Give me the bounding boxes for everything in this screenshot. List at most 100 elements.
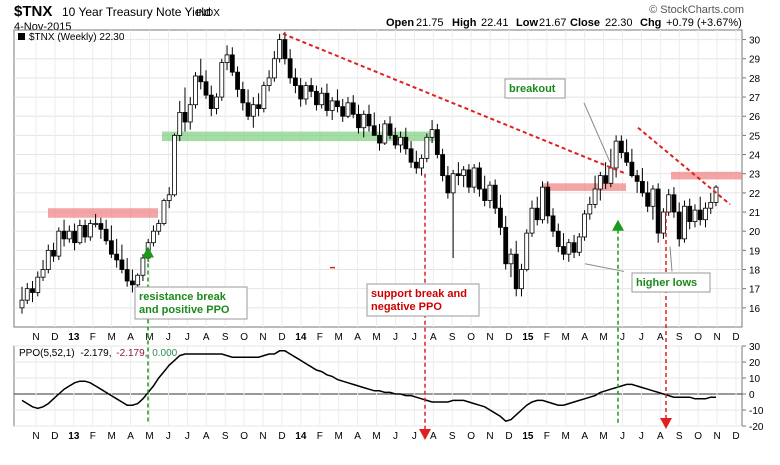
ppo-x-tick-label: D [278, 431, 285, 442]
ppo-tick-label: -10 [749, 406, 764, 417]
ohlc-body [587, 203, 593, 215]
ohlc-body [597, 175, 603, 190]
x-tick-label: D [732, 332, 739, 343]
ohlc-body [308, 85, 314, 92]
ppo-x-tick-label: A [127, 431, 134, 442]
ohlc-body [666, 194, 672, 213]
support-annotation-text: negative PPO [371, 301, 442, 313]
ppo-tick-label: 10 [749, 374, 761, 385]
price-tick-label: 24 [749, 151, 761, 162]
x-tick-label: J [166, 332, 171, 343]
instrument-name: 10 Year Treasury Note Yield [62, 5, 211, 19]
ohlc-body [703, 207, 708, 221]
ohlc-body [324, 92, 330, 111]
x-tick-label: M [335, 332, 343, 343]
ohlc-body [82, 225, 88, 238]
ppo-tick-label: 20 [749, 358, 761, 369]
ohlc-body [592, 188, 598, 205]
ppo-x-tick-label: F [544, 431, 550, 442]
ppo-x-tick-label: N [32, 431, 39, 442]
x-tick-label: J [393, 332, 398, 343]
price-bands [48, 131, 742, 218]
ohlc-body [198, 75, 204, 83]
x-tick-label: N [486, 332, 493, 343]
ohlc-body [687, 205, 693, 223]
higher-lows-pointer-1 [584, 263, 625, 272]
x-tick-label: A [657, 332, 664, 343]
symbol-label: $TNX [14, 3, 52, 20]
ohlc-body [166, 194, 172, 201]
ohlc-body [513, 253, 519, 290]
x-tick-label: N [713, 332, 720, 343]
ohlc-body [697, 209, 703, 221]
price-tick-label: 16 [749, 304, 761, 315]
ohlc-body [261, 85, 267, 109]
ohlc-body [229, 54, 235, 73]
ohlc-body [682, 205, 687, 240]
ohlc-body [450, 173, 456, 194]
ohlc-body [282, 39, 288, 60]
ohlc-body [219, 62, 225, 98]
ppo-x-tick-label: M [145, 431, 153, 442]
ohlc-body [498, 207, 503, 228]
ppo-x-tick-label: O [694, 431, 702, 442]
close-label: Close [570, 17, 600, 29]
low-value: 21.67 [539, 17, 567, 29]
ohlc-body [335, 100, 340, 108]
ppo-x-tick-label: M [599, 431, 607, 442]
price-tick-label: 22 [749, 189, 761, 200]
support-annotation-text: support break and [371, 288, 467, 300]
price-tick-label: 23 [749, 170, 761, 181]
ohlc-body [298, 85, 304, 100]
ppo-x-tick-label: F [317, 431, 323, 442]
ohlc-body [19, 299, 25, 309]
price-tick-label: 28 [749, 74, 761, 85]
x-tick-label: M [562, 332, 570, 343]
x-tick-label: S [676, 332, 683, 343]
price-tick-label: 20 [749, 227, 761, 238]
ohlc-body [382, 123, 388, 144]
ohlc-body [603, 175, 608, 184]
x-tick-label: M [372, 332, 380, 343]
ohlc-body [608, 167, 614, 184]
price-legend-text: $TNX (Weekly) 22.30 [29, 32, 125, 43]
x-tick-label: F [90, 332, 96, 343]
ohlc-body [156, 223, 162, 232]
ohlc-body [56, 230, 62, 257]
ppo-x-tick-label: S [449, 431, 456, 442]
x-tick-label: N [32, 332, 39, 343]
ohlc-body [524, 232, 530, 270]
x-tick-label: A [203, 332, 210, 343]
ohlc-body [540, 186, 545, 221]
x-tick-label: F [544, 332, 550, 343]
ohlc-body [340, 106, 346, 117]
breakout-annotation: breakout [504, 78, 566, 99]
late-down-arrow [660, 418, 672, 429]
ohlc-body [708, 202, 714, 209]
ppo-x-tick-label: 15 [522, 431, 534, 442]
support-band [162, 131, 440, 142]
ohlc-body [187, 104, 193, 123]
ohlc-body [440, 154, 446, 177]
high-label: High [452, 17, 477, 29]
ppo-x-tick-label: S [222, 431, 229, 442]
x-tick-label: D [505, 332, 512, 343]
x-tick-label: A [354, 332, 361, 343]
ohlc-body [545, 186, 551, 217]
ppo-line [21, 350, 716, 423]
ohlc-body [287, 58, 293, 79]
ohlc-body [424, 136, 430, 159]
red-band-2015 [543, 183, 626, 191]
ohlc-body [93, 223, 99, 225]
ohlc-body [650, 188, 656, 207]
higher-lows-annotation: higher lows [631, 272, 711, 293]
high-value: 22.41 [481, 17, 509, 29]
ohlc-body [45, 249, 51, 270]
ohlc-body [461, 169, 467, 177]
ppo-x-tick-label: N [713, 431, 720, 442]
ohlc-body [114, 253, 120, 261]
breakout-annotation-box [504, 78, 566, 99]
ohlc-body [24, 288, 30, 301]
